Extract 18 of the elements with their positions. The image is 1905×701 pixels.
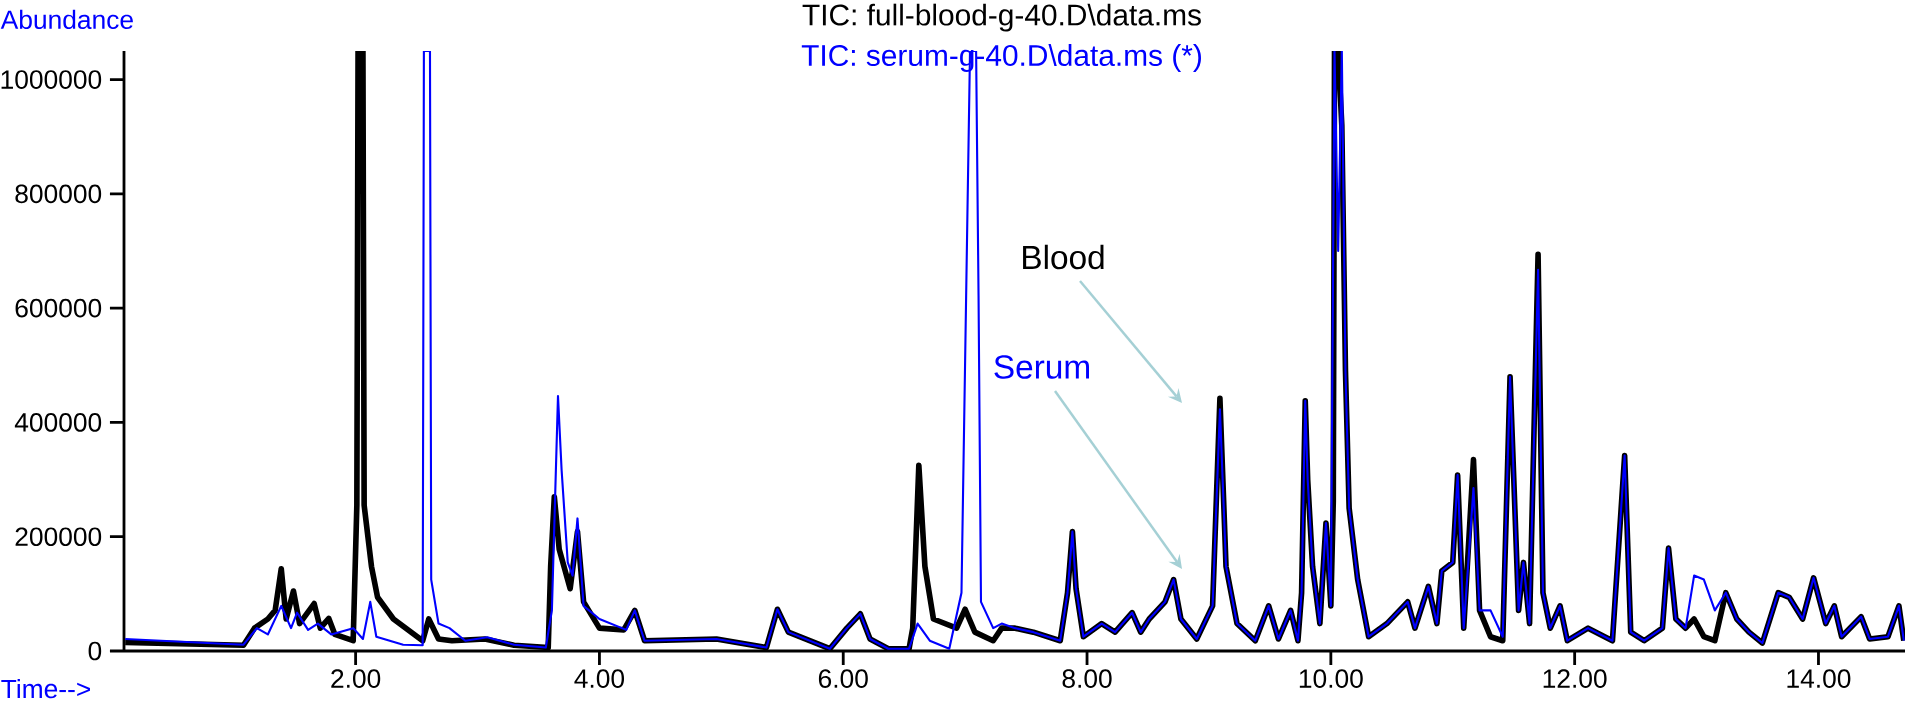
annotation: Serum [994,355,1089,379]
x-tick-label: 8.00 [1062,669,1112,688]
text: TIC: full-blood-g-40.D\data.ms [802,3,1201,32]
y-tick-label: 1000000 [1,70,102,89]
y-axis-title: Abundance [0,9,133,30]
y-tick-label: 200000 [15,527,102,547]
x-tick-label: 10.00 [1299,669,1363,688]
x-tick-label: 6.00 [818,669,868,688]
y-tick-label: 800000 [15,184,102,204]
y-tick-label: 0 [88,641,102,661]
x-tick-label: 4.00 [574,669,625,688]
x-axis-title: Time--> [1,678,90,699]
annotation: Blood [1023,244,1104,270]
x-tick-label: 2.00 [331,669,381,688]
x-tick-label: 14.00 [1787,669,1851,688]
y-tick-label: 400000 [14,413,102,432]
x-tick-label: 12.00 [1543,669,1607,688]
y-tick-label: 600000 [15,298,102,318]
